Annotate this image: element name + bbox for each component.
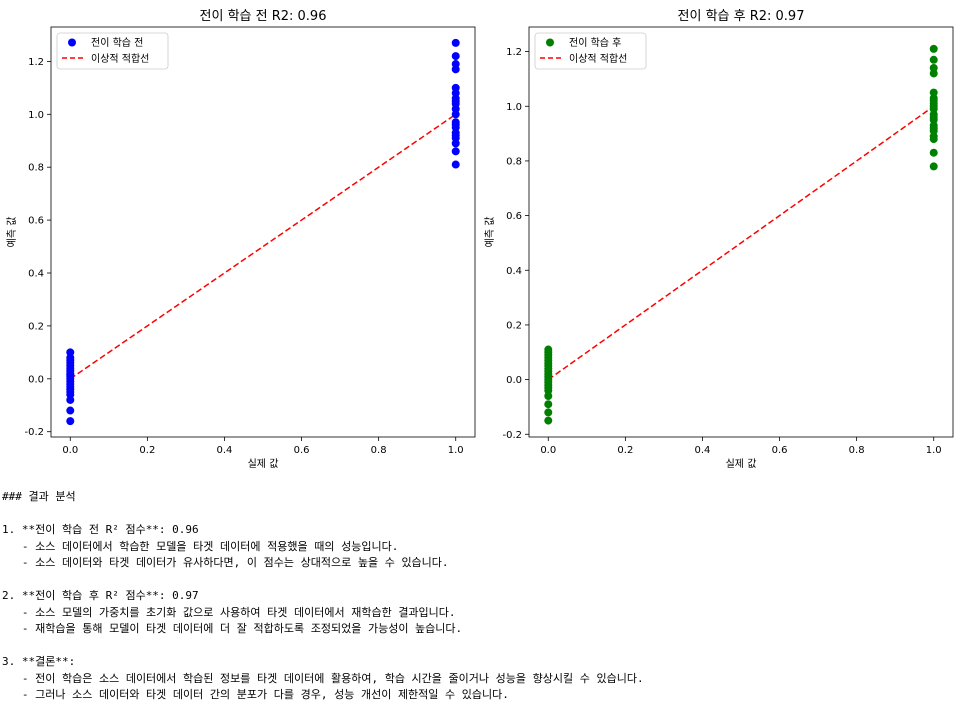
y-tick-label: -0.2 bbox=[24, 427, 44, 438]
y-tick-label: 0.4 bbox=[506, 266, 522, 277]
x-tick-label: 0.0 bbox=[540, 445, 556, 456]
ideal-fit-line bbox=[547, 105, 935, 381]
analysis-report: ### 결과 분석 1. **전이 학습 전 R² 점수**: 0.96 - 소스… bbox=[2, 489, 952, 704]
data-point bbox=[929, 124, 938, 133]
data-point bbox=[544, 408, 553, 417]
data-point bbox=[451, 123, 460, 132]
data-point bbox=[451, 38, 460, 47]
x-tick-label: 0.2 bbox=[617, 445, 633, 456]
y-tick-label: 0.0 bbox=[28, 374, 44, 385]
x-axis-label: 실제 값 bbox=[248, 458, 279, 470]
data-point bbox=[929, 148, 938, 157]
legend-label: 이상적 적합선 bbox=[91, 53, 149, 65]
data-point bbox=[66, 395, 75, 404]
legend-marker bbox=[546, 38, 554, 47]
x-tick-label: 0.0 bbox=[62, 445, 78, 456]
x-tick-label: 0.4 bbox=[695, 445, 711, 456]
report-line: 1. **전이 학습 전 R² 점수**: 0.96 bbox=[2, 523, 199, 536]
report-line bbox=[2, 572, 952, 589]
y-tick-label: 0.0 bbox=[506, 375, 522, 386]
report-line: - 소스 데이터와 타겟 데이터가 유사하다면, 이 점수는 상대적으로 높을 … bbox=[2, 556, 449, 569]
data-point bbox=[544, 351, 553, 359]
x-tick-label: 0.6 bbox=[772, 445, 788, 456]
legend-label: 이상적 적합선 bbox=[569, 53, 627, 65]
legend-marker bbox=[68, 38, 76, 47]
data-point bbox=[929, 55, 938, 64]
data-point bbox=[544, 416, 553, 425]
y-axis-label: 예측 값 bbox=[484, 217, 496, 248]
data-point bbox=[544, 400, 553, 409]
data-point bbox=[929, 105, 938, 113]
report-line: ### 결과 분석 bbox=[2, 490, 76, 503]
data-point bbox=[451, 94, 460, 103]
x-tick-label: 1.0 bbox=[926, 445, 942, 456]
y-tick-label: 1.0 bbox=[506, 102, 522, 113]
data-point bbox=[544, 392, 553, 400]
x-tick-label: 1.0 bbox=[448, 445, 464, 456]
chart-title: 전이 학습 후 R2: 0.97 bbox=[678, 9, 805, 24]
data-point bbox=[544, 383, 553, 392]
y-tick-label: 0.4 bbox=[28, 269, 44, 280]
legend-label: 전이 학습 전 bbox=[91, 37, 143, 49]
report-line bbox=[2, 638, 952, 655]
y-tick-label: 0.8 bbox=[28, 163, 44, 174]
y-tick-label: 0.6 bbox=[506, 211, 522, 222]
y-tick-label: -0.2 bbox=[502, 430, 522, 441]
plot-frame bbox=[528, 26, 954, 438]
y-tick-label: 1.0 bbox=[28, 110, 44, 121]
data-point bbox=[929, 113, 938, 122]
data-point bbox=[929, 69, 938, 78]
data-point bbox=[66, 370, 75, 379]
legend-label: 전이 학습 후 bbox=[569, 37, 621, 49]
data-point bbox=[451, 65, 460, 74]
data-point bbox=[929, 64, 938, 72]
report-line: - 소스 모델의 가중치를 초기화 값으로 사용하여 타겟 데이터에서 재학습한… bbox=[2, 605, 456, 619]
data-point bbox=[451, 160, 460, 169]
x-tick-label: 0.8 bbox=[371, 445, 387, 456]
data-point bbox=[66, 388, 75, 397]
data-point bbox=[929, 162, 938, 171]
chart-2: 전이 학습 후 R2: 0.97 0.0 0.2 0.4 0.6 0.8 1.0 -0.2 0.… bbox=[484, 9, 954, 470]
data-point bbox=[66, 417, 75, 426]
report-line: 2. **전이 학습 후 R² 점수**: 0.97 bbox=[2, 589, 199, 602]
ideal-fit-line bbox=[69, 113, 457, 380]
report-line: - 재학습을 통해 모델이 타겟 데이터에 더 잘 적합하도록 조정되었을 가능… bbox=[2, 622, 463, 635]
y-tick-label: 0.2 bbox=[28, 321, 44, 332]
y-axis-label: 예측 값 bbox=[6, 217, 18, 248]
report-line bbox=[2, 506, 952, 523]
report-line: - 전이 학습은 소스 데이터에서 학습된 정보를 타겟 데이터에 활용하여, … bbox=[2, 671, 644, 685]
data-point bbox=[66, 406, 75, 415]
y-tick-label: 0.6 bbox=[28, 216, 44, 227]
x-axis-label: 실제 값 bbox=[726, 458, 757, 470]
x-tick-label: 0.6 bbox=[294, 445, 310, 456]
x-tick-label: 0.4 bbox=[217, 445, 233, 456]
legend-box bbox=[534, 32, 647, 70]
x-tick-label: 0.2 bbox=[139, 445, 155, 456]
report-line: - 소스 데이터에서 학습한 모델을 타겟 데이터에 적용했을 때의 성능입니다… bbox=[2, 539, 399, 553]
plot-frame bbox=[50, 26, 476, 438]
report-line: - 그러나 소스 데이터와 타겟 데이터 간의 분포가 다를 경우, 성능 개선… bbox=[2, 688, 509, 701]
data-point bbox=[451, 139, 460, 148]
data-point bbox=[451, 110, 460, 119]
data-point bbox=[66, 356, 75, 365]
y-tick-label: 0.8 bbox=[506, 156, 522, 167]
x-tick-label: 0.8 bbox=[849, 445, 865, 456]
data-point bbox=[451, 131, 460, 140]
charts-figure: 전이 학습 전 R2: 0.96 0.0 0.2 0.4 0.6 0.8 1.0 -0.2 0.… bbox=[6, 9, 954, 470]
legend-box bbox=[56, 32, 169, 70]
data-point bbox=[451, 147, 460, 156]
data-point bbox=[929, 44, 938, 53]
y-tick-label: 1.2 bbox=[28, 57, 44, 68]
data-point bbox=[929, 96, 938, 105]
report-line: 3. **결론**: bbox=[2, 655, 76, 668]
y-tick-label: 1.2 bbox=[506, 47, 522, 58]
chart-1: 전이 학습 전 R2: 0.96 0.0 0.2 0.4 0.6 0.8 1.0 -0.2 0.… bbox=[6, 9, 476, 470]
chart-title: 전이 학습 전 R2: 0.96 bbox=[200, 9, 327, 24]
data-point bbox=[451, 52, 460, 61]
data-point bbox=[929, 135, 938, 144]
y-tick-label: 0.2 bbox=[506, 320, 522, 331]
data-point bbox=[929, 88, 938, 97]
